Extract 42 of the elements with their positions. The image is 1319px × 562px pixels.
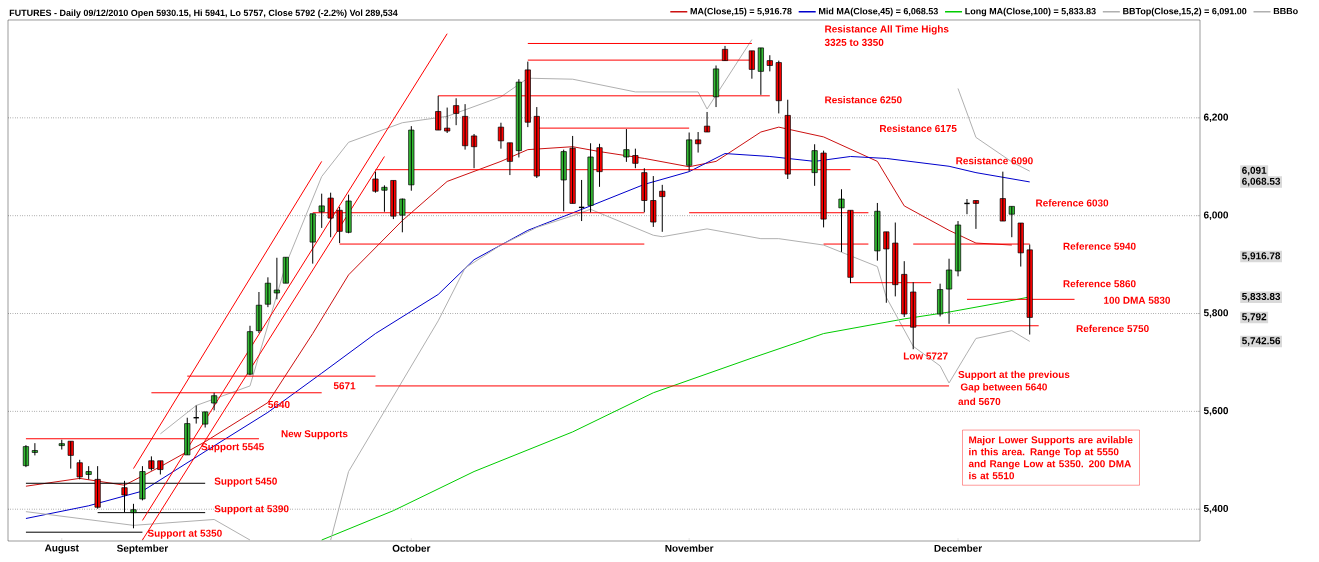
annotation: Gap between 5640 — [960, 383, 1047, 393]
legend-label: Mid MA(Close,45) = 6,068.53 — [819, 7, 938, 17]
y-tick-label: 5,600 — [1203, 407, 1229, 416]
y-tick-label: 5,800 — [1203, 309, 1229, 318]
x-tick-label: December — [934, 544, 982, 552]
annotation: 100 DMA 5830 — [1104, 296, 1171, 304]
y-tick-label: 6,200 — [1203, 113, 1229, 123]
y-tick-label: 5,400 — [1203, 504, 1229, 514]
text: 5,833.83 — [1242, 292, 1281, 302]
annotation: 5671 — [333, 382, 356, 390]
x-tick-label: October — [392, 544, 431, 552]
annotation: Support at 5350 — [147, 529, 222, 539]
text: 5,792 — [1242, 313, 1267, 322]
annotation: Reference 5750 — [1076, 324, 1149, 333]
annotation: Reference 5940 — [1063, 242, 1136, 250]
x-tick-label: September — [116, 544, 169, 554]
annotation: Resistance 6175 — [880, 124, 957, 133]
annotation: Major Lower Supports are avilable in this area. Range Top at 5550 and Range Low at 5350. 200 DMA is at 5510 — [968, 436, 1133, 480]
annotation: Support 5450 — [214, 477, 277, 487]
chart-title: FUTURES - Daily 09/12/2010 Open 5930.15, Hi 5941, Lo 5757, Close 5792 (-2.2%) Vol 289,534 — [9, 9, 398, 18]
annotation: Support at 5390 — [214, 505, 289, 515]
annotation: Resistance All Time Highs — [825, 25, 949, 35]
legend-label: BBBo — [1273, 7, 1298, 15]
annotation: 3325 to 3350 — [824, 38, 884, 46]
annotation: New Supports — [281, 430, 348, 440]
text: 5,742.56 — [1242, 337, 1281, 346]
text: 6,068.53 — [1242, 177, 1281, 187]
annotation: Support at the previous — [958, 370, 1070, 380]
text: 5,916.78 — [1242, 252, 1281, 261]
annotation: Reference 5860 — [1063, 279, 1136, 288]
legend-label: BBTop(Close,15,2) = 6,091.00 — [1123, 7, 1247, 17]
text: 6,091 — [1242, 166, 1267, 176]
y-tick-label: 6,000 — [1203, 211, 1229, 220]
annotation: Resistance 6090 — [956, 157, 1033, 165]
legend-label: MA(Close,15) = 5,916.78 — [690, 7, 792, 17]
x-tick-label: August — [44, 544, 79, 554]
annotation: and 5670 — [958, 397, 1001, 406]
annotation: Reference 6030 — [1036, 199, 1109, 207]
x-tick-label: November — [665, 544, 714, 552]
annotation: Resistance 6250 — [825, 96, 902, 104]
legend-label: Long MA(Close,100) = 5,833.83 — [965, 7, 1096, 17]
annotation: Low 5727 — [903, 352, 948, 360]
